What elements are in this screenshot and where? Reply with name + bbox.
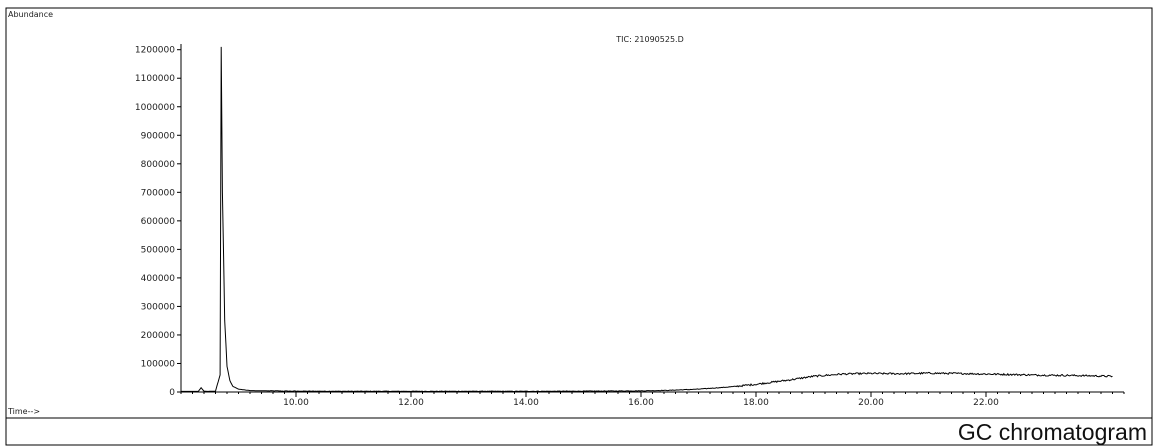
x-tick-label: 10.00: [283, 398, 309, 408]
tic-trace-line: [181, 46, 1113, 393]
y-tick-label: 1100000: [135, 74, 175, 84]
outer-border: [5, 7, 1153, 446]
y-tick-label: 400000: [141, 274, 176, 284]
y-tick-label: 600000: [141, 217, 176, 227]
figure-caption: GC chromatogram: [957, 419, 1147, 445]
x-tick-label: 16.00: [628, 398, 654, 408]
y-tick-label: 1000000: [135, 103, 175, 113]
y-tick-label: 800000: [141, 160, 176, 170]
x-tick-label: 12.00: [398, 398, 424, 408]
y-axis-label: Abundance: [8, 10, 53, 19]
y-tick-label: 900000: [141, 131, 176, 141]
x-axis-label: Time-->: [7, 407, 40, 416]
x-tick-label: 20.00: [858, 398, 884, 408]
chart-title: TIC: 21090525.D: [615, 35, 684, 44]
y-tick-label: 700000: [141, 188, 176, 198]
y-tick-label: 300000: [141, 302, 176, 312]
y-tick-label: 100000: [141, 359, 176, 369]
x-ticks: 10.00 12.00 14.00 16.00 18.00 20.00 22.00: [180, 392, 1125, 408]
x-tick-label: 14.00: [513, 398, 539, 408]
y-tick-label: 1200000: [135, 46, 175, 56]
y-tick-label: 200000: [141, 331, 176, 341]
x-tick-label: 22.00: [973, 398, 999, 408]
y-tick-label: 0: [169, 388, 175, 398]
x-tick-label: 18.00: [743, 398, 769, 408]
y-tick-label: 500000: [141, 245, 176, 255]
y-ticks: 0 100000 200000 300000 400000 500000 600000 700…: [135, 46, 181, 398]
